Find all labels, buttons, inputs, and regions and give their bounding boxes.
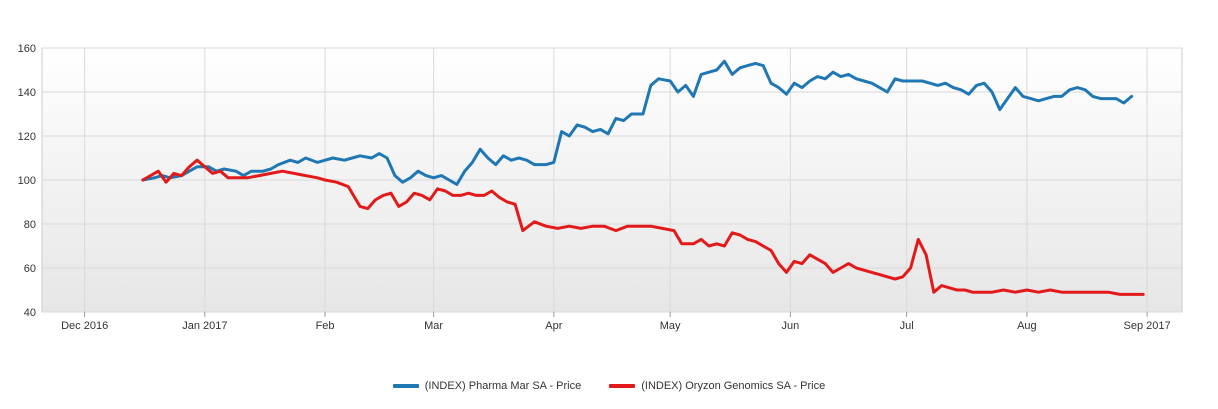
legend-swatch	[392, 384, 419, 388]
y-tick-label: 40	[24, 307, 36, 319]
line-chart: 40 60 80 100 120 140 160 Dec 2016 Jan 2017 Feb Ma…	[18, 43, 1183, 332]
x-tick-label: Jan 2017	[182, 320, 227, 332]
legend-item[interactable]: (INDEX) Pharma Mar SA - Price	[392, 380, 582, 392]
series-lines	[141, 59, 1145, 296]
y-tick-label: 120	[18, 131, 36, 143]
x-tick-label: Jul	[900, 320, 914, 332]
x-tick-label: May	[660, 320, 681, 332]
legend-label: (INDEX) Oryzon Genomics SA - Price	[641, 380, 826, 392]
y-tick-label: 80	[24, 219, 36, 231]
x-axis: Dec 2016 Jan 2017 Feb Mar Apr May Jun Jul Aug Sep…	[61, 312, 1171, 332]
x-tick-label: Feb	[316, 320, 335, 332]
y-axis: 40 60 80 100 120 140 160	[18, 43, 36, 319]
legend: (INDEX) Pharma Mar SA - Price (INDEX) Ory…	[0, 380, 1218, 392]
x-tick-label: Dec 2016	[61, 320, 108, 332]
series-line-1	[141, 158, 1145, 296]
x-tick-label: Jun	[781, 320, 799, 332]
legend-swatch	[609, 384, 636, 388]
x-tick-label: Aug	[1017, 320, 1037, 332]
y-tick-label: 140	[18, 87, 36, 99]
x-tick-label: Mar	[424, 320, 443, 332]
legend-item[interactable]: (INDEX) Oryzon Genomics SA - Price	[609, 380, 825, 392]
y-tick-label: 160	[18, 43, 36, 55]
x-tick-label: Apr	[545, 320, 562, 332]
series-line-0	[141, 59, 1134, 186]
x-tick-label: Sep 2017	[1124, 320, 1171, 332]
y-tick-label: 60	[24, 263, 36, 275]
legend-label: (INDEX) Pharma Mar SA - Price	[424, 380, 582, 392]
y-tick-label: 100	[18, 175, 36, 187]
